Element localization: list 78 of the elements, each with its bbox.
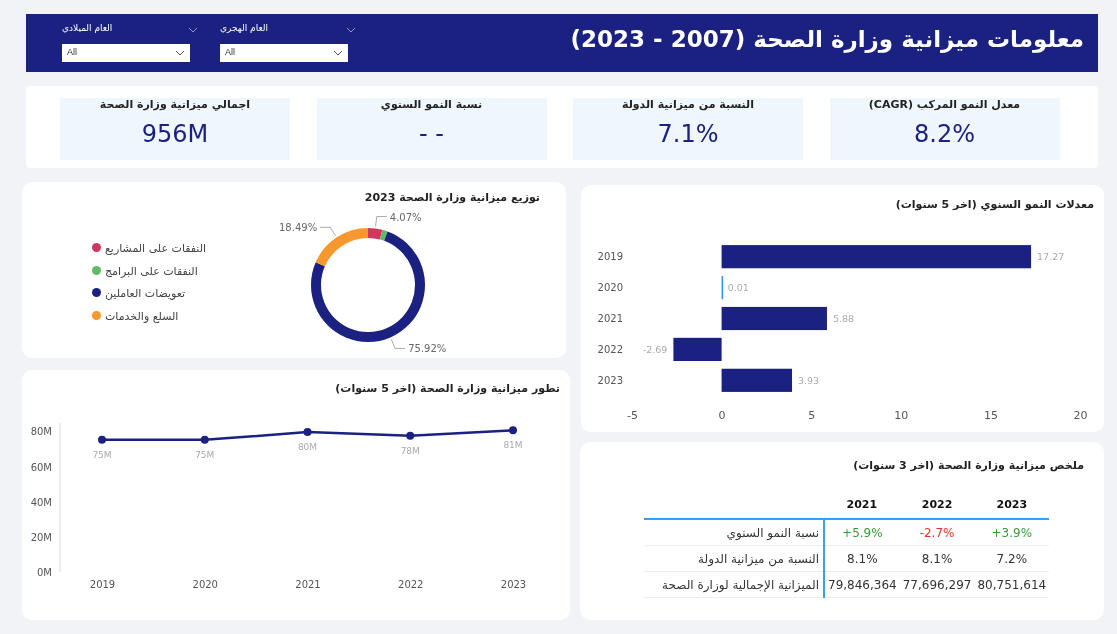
donut-slice [315,228,368,267]
x-tick-label: 2022 [398,579,424,590]
y-tick-label: 2022 [597,343,623,355]
y-tick-label: 40M [30,496,52,508]
y-tick-label: 2019 [597,250,623,262]
text: +5.9% [842,525,883,540]
bar [721,245,1032,269]
bar [721,306,827,331]
category-label: 2022 [899,490,975,519]
y-tick-label: 2021 [597,312,623,324]
x-tick-label: 2021 [295,579,321,590]
text: نسبة النمو السنوي [379,98,484,111]
data-label: 4.07% [389,211,422,223]
category-label: 2021 [824,490,900,519]
legend-label: النفقات على البرامج [105,264,198,278]
text: 8.1% [847,551,878,566]
data-label: 5.88 [832,313,855,324]
x-tick-label: -5 [627,409,638,423]
text: 7.2% [996,551,1028,566]
text: 956M [140,120,210,148]
x-tick-label: 10 [894,409,909,423]
text: العام الميلادي [62,23,113,33]
data-label: 75M [92,449,112,460]
category-label: 2023 [974,490,1050,519]
category-label: الميزانية الإجمالية لوزارة الصحة [662,577,819,592]
bar [721,368,793,392]
y-tick-label: 0M [37,566,52,578]
chart-title: تطور ميزانية وزارة الصحة (اخر 5 سنوات) [335,382,560,395]
data-label: 80M [297,442,318,453]
data-label: 0.01 [727,282,749,294]
dropdown-field: All [62,44,190,62]
text: النسبة من ميزانية الدولة [620,98,755,111]
text: 77,696,297 [902,577,972,592]
data-label: 81M [503,440,523,451]
x-tick-label: 20 [1073,409,1088,423]
text: 79,846,364 [828,577,897,592]
bar [673,337,722,361]
text: معدل النمو المركب (CAGR) [867,98,1022,111]
data-label: -2.69 [642,343,668,355]
y-tick-label: 2023 [597,374,623,386]
data-label: 17.27 [1037,251,1065,263]
y-tick-label: 20M [30,531,52,543]
data-label: 18.49% [278,222,318,234]
text: معلومات ميزانية وزارة الصحة (2007 - 2023) [570,26,1084,52]
x-tick-label: 2023 [500,579,527,590]
dropdown-field: All [220,44,348,62]
x-tick-label: 0 [718,409,726,423]
text: العام الهجري [220,23,268,33]
data-label: 3.93 [798,374,820,386]
text: 80,751,614 [977,577,1047,592]
text: 8.2% [913,120,976,148]
y-tick-label: 80M [30,426,52,438]
donut-slice [379,229,388,241]
y-tick-label: 60M [30,461,52,473]
x-tick-label: 2019 [89,579,116,590]
x-tick-label: 15 [983,409,998,423]
x-tick-label: 5 [808,409,816,423]
text: اجمالي ميزانية وزارة الصحة [98,98,252,111]
text: +3.9% [991,525,1033,540]
x-tick-label: 2020 [192,579,218,590]
data-label: 78M [400,445,420,456]
text: 7.1% [656,120,720,148]
text: 8.1% [921,551,953,566]
chart-title: توزيع ميزانية وزارة الصحة 2023 [364,191,540,204]
legend-label: السلع والخدمات [105,309,179,323]
donut-slice [368,228,383,240]
chart-title: معدلات النمو السنوي (اخر 5 سنوات) [895,198,1094,211]
legend-label: النفقات على المشاريع [105,242,207,255]
data-label: 75.92% [408,343,447,355]
data-label: 75M [195,449,215,460]
legend-label: تعويضات العاملين [105,287,186,300]
category-label: نسبة النمو السنوي [726,525,819,540]
donut-slice [311,231,425,342]
category-label: النسبة من ميزانية الدولة [698,551,819,566]
text: -2.7% [919,525,955,540]
text: - - [418,120,445,148]
y-tick-label: 2020 [597,281,623,293]
text: ملخص ميزانية وزارة الصحة (اخر 3 سنوات) [853,459,1084,472]
